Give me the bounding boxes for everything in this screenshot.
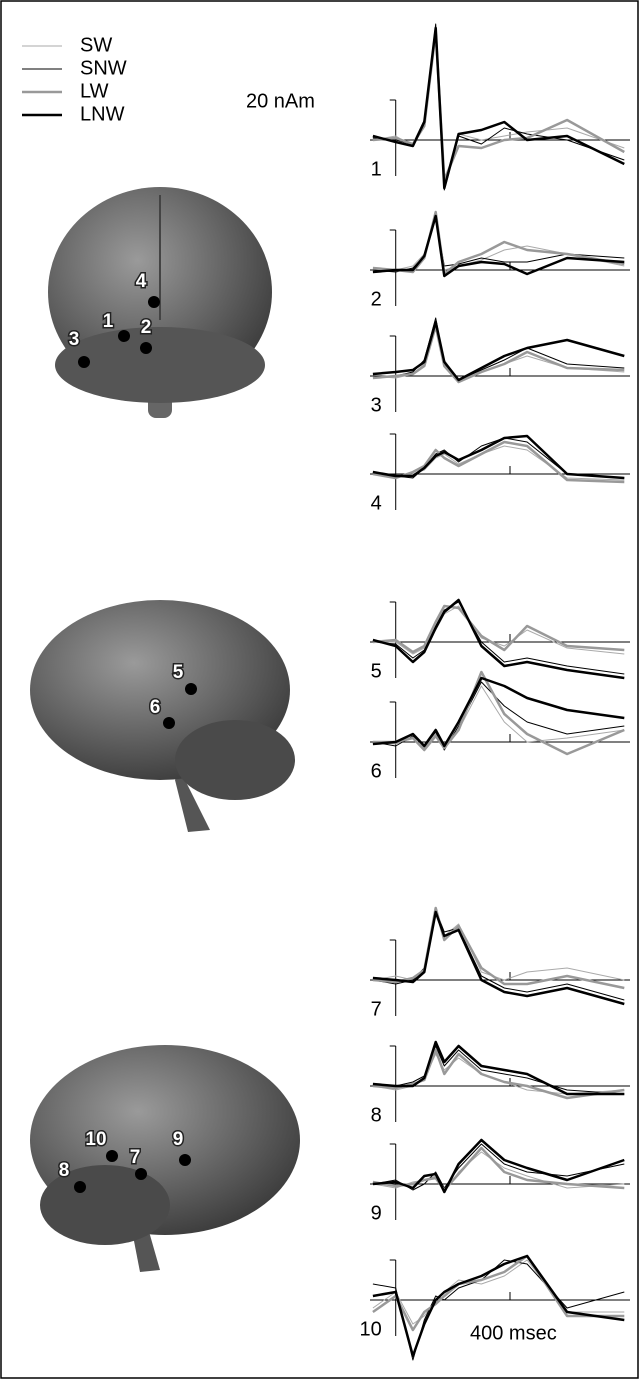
- waveform: [372, 434, 625, 480]
- panel-number: 4: [371, 492, 382, 514]
- source-label: 6: [150, 697, 161, 718]
- waveform: [372, 324, 625, 384]
- brain-front: [48, 187, 272, 418]
- legend-label: SNW: [80, 57, 127, 79]
- waveform: [372, 210, 625, 276]
- source-label: 5: [173, 662, 184, 683]
- panel-number: 10: [359, 1318, 381, 1340]
- panel-number: 2: [371, 288, 382, 310]
- waveform: [372, 217, 625, 273]
- waveform: [372, 1045, 625, 1095]
- legend-label: SW: [80, 34, 112, 56]
- panel-number: 8: [371, 1104, 382, 1126]
- source-dot: [106, 1150, 118, 1162]
- waveform: [372, 440, 625, 484]
- waveform: [372, 445, 625, 481]
- waveform: [372, 1259, 625, 1325]
- source-label: 3: [69, 329, 80, 350]
- source-label: 4: [136, 271, 147, 292]
- panel-number: 5: [371, 660, 382, 682]
- brain-lateral-left: [30, 1045, 300, 1272]
- time-label: 400 msec: [470, 1322, 557, 1344]
- source-dot: [163, 717, 175, 729]
- legend-label: LW: [80, 80, 109, 102]
- waveform: [372, 910, 625, 1006]
- waveform: [372, 1048, 625, 1100]
- brain-lateral: [30, 600, 295, 832]
- source-dot: [185, 683, 197, 695]
- legend-label: LNW: [80, 103, 125, 125]
- waveform: [372, 670, 625, 756]
- waveform: [372, 1040, 625, 1096]
- source-label: 8: [59, 1160, 70, 1181]
- source-dot: [140, 342, 152, 354]
- scale-label: 20 nAm: [246, 90, 315, 112]
- panel-number: 7: [371, 998, 382, 1020]
- source-dot: [118, 330, 130, 342]
- source-label: 9: [173, 1129, 184, 1150]
- waveform: [372, 605, 625, 655]
- source-dot: [135, 1168, 147, 1180]
- source-label: 1: [103, 311, 114, 332]
- waveform: [372, 676, 625, 748]
- waveform: [372, 26, 625, 190]
- source-dot: [148, 296, 160, 308]
- panel-number: 1: [371, 158, 382, 180]
- source-dot: [179, 1154, 191, 1166]
- source-label: 2: [141, 317, 152, 338]
- waveform: [372, 598, 625, 680]
- source-label: 10: [85, 1129, 106, 1150]
- panel-number: 9: [371, 1202, 382, 1224]
- waveform: [372, 1254, 625, 1358]
- waveform: [372, 214, 625, 278]
- waveform: [372, 1146, 625, 1192]
- panel-number: 3: [371, 394, 382, 416]
- source-dot: [78, 356, 90, 368]
- waveform: [372, 1138, 625, 1194]
- panel-number: 6: [371, 760, 382, 782]
- waveform: [372, 320, 625, 382]
- source-dot: [74, 1181, 86, 1193]
- source-label: 7: [130, 1147, 141, 1168]
